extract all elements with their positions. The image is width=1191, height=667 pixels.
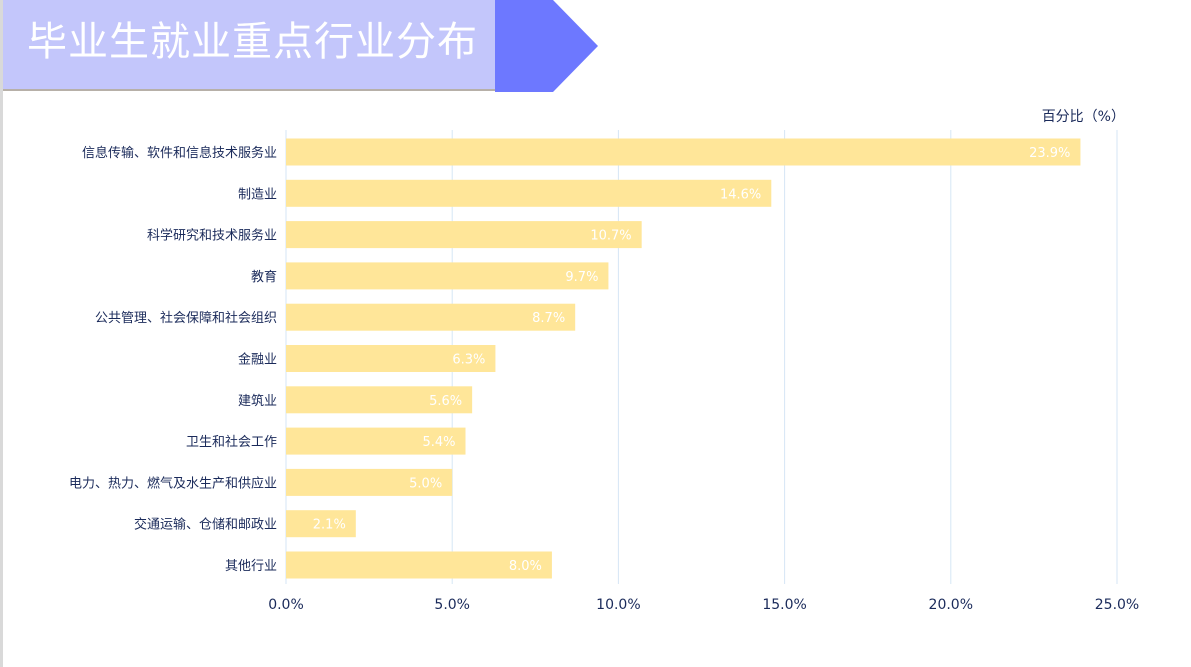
- bar-value-label: 6.3%: [452, 353, 485, 368]
- x-tick-label: 20.0%: [929, 597, 973, 613]
- bar-value-label: 5.6%: [429, 394, 462, 409]
- category-label: 制造业: [238, 187, 277, 202]
- bar: [286, 262, 609, 290]
- page-title: 毕业生就业重点行业分布: [27, 19, 478, 65]
- bar-value-label: 23.9%: [1029, 146, 1070, 161]
- bar-value-label: 5.0%: [409, 476, 442, 491]
- bar: [286, 468, 453, 496]
- bar-value-label: 10.7%: [590, 229, 631, 244]
- bar-value-label: 8.7%: [532, 311, 565, 326]
- bar: [286, 179, 772, 207]
- x-tick-label: 0.0%: [268, 597, 304, 613]
- bar-value-label: 5.4%: [422, 435, 455, 450]
- bar-value-label: 8.0%: [509, 559, 542, 574]
- category-label: 公共管理、社会保障和社会组织: [95, 310, 277, 326]
- slide-edge: [0, 0, 3, 667]
- category-label: 金融业: [238, 352, 277, 368]
- bar: [286, 138, 1081, 166]
- category-label: 交通运输、仓储和邮政业: [134, 517, 277, 533]
- bar-value-label: 9.7%: [565, 270, 598, 285]
- x-tick-label: 10.0%: [596, 597, 640, 613]
- category-label: 信息传输、软件和信息技术服务业: [82, 145, 277, 161]
- category-label: 其他行业: [225, 559, 277, 574]
- bar: [286, 303, 576, 331]
- bar-layer: [286, 138, 1081, 579]
- label-layer: 0.0% 5.0% 10.0% 15.0% 20.0% 25.0% 信息传输、软件和信息技术…: [69, 145, 1139, 613]
- axis-unit-label: 百分比（%）: [1041, 109, 1125, 125]
- title-banner: 毕业生就业重点行业分布: [3, 0, 495, 91]
- bar: [286, 221, 642, 249]
- bar-value-label: 14.6%: [720, 187, 761, 202]
- category-label: 教育: [251, 269, 277, 285]
- x-tick-label: 5.0%: [434, 597, 470, 613]
- title-arrow-polygon: [495, 0, 598, 92]
- category-label: 科学研究和技术服务业: [147, 228, 277, 244]
- bar: [286, 345, 496, 372]
- category-label: 卫生和社会工作: [186, 434, 277, 450]
- category-label: 电力、热力、燃气及水生产和供应业: [69, 475, 277, 491]
- bar: [286, 551, 552, 579]
- x-tick-label: 15.0%: [762, 597, 806, 613]
- bar: [286, 510, 356, 538]
- title-arrow-shape: [495, 0, 598, 92]
- bar: [286, 427, 466, 455]
- category-label: 建筑业: [238, 393, 277, 409]
- bar: [286, 386, 473, 414]
- bar-value-label: 2.1%: [313, 518, 346, 533]
- x-tick-label: 25.0%: [1095, 597, 1139, 613]
